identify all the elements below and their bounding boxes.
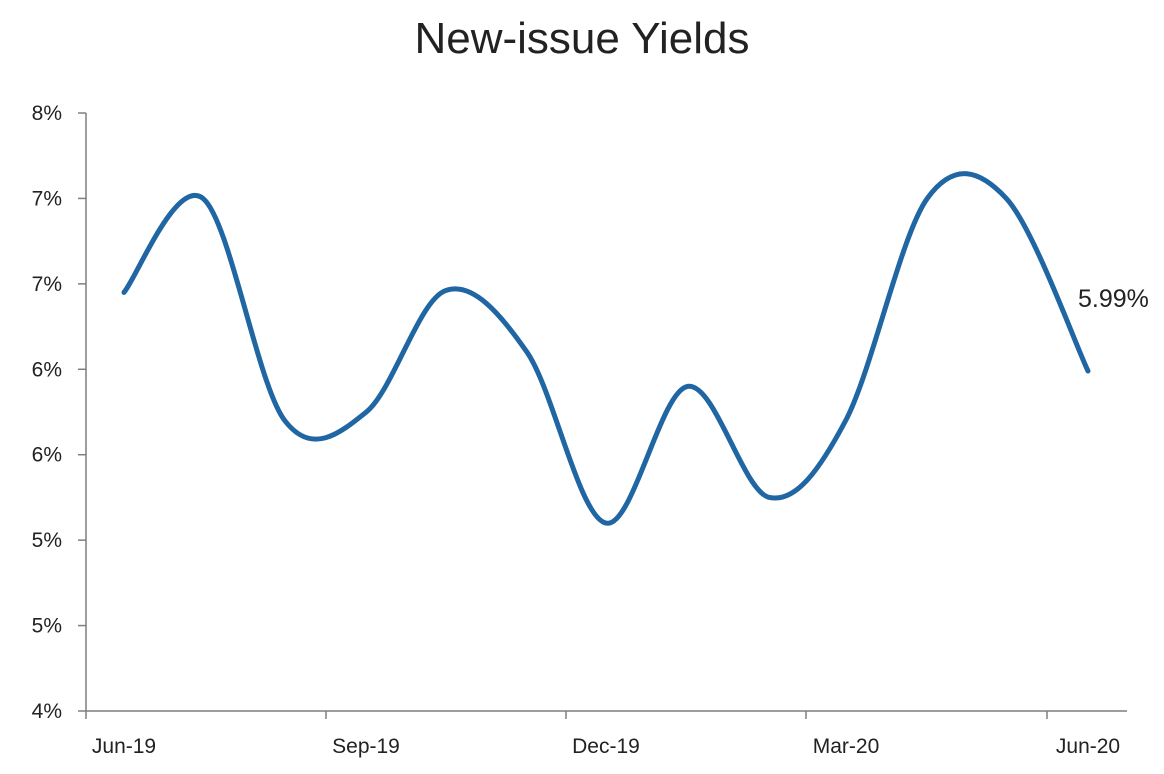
end-value-label: 5.99% <box>1078 285 1149 313</box>
x-tick-label: Sep-19 <box>332 735 400 758</box>
y-tick-label: 6% <box>32 444 62 467</box>
chart-title: New-issue Yields <box>414 14 750 63</box>
y-tick-label: 7% <box>32 273 62 296</box>
data-labels: 5.99% <box>1078 285 1149 313</box>
x-tick-label: Jun-20 <box>1056 735 1120 758</box>
y-tick-label: 7% <box>32 187 62 210</box>
tick-labels: 4% 5% 5% 6% 6% 7% 7% 8% Jun-19 Sep-19 Dec-19 Mar-20… <box>32 102 1120 758</box>
axes <box>78 112 1127 719</box>
y-tick-label: 8% <box>32 102 62 125</box>
series-lines <box>121 171 1091 526</box>
y-tick-label: 5% <box>32 615 62 638</box>
y-tick-label: 6% <box>32 358 62 381</box>
series-line-yields <box>121 171 1091 526</box>
y-tick-label: 5% <box>32 529 62 552</box>
x-tick-label: Jun-19 <box>92 735 156 758</box>
x-tick-label: Dec-19 <box>572 735 640 758</box>
y-tick-label: 4% <box>32 700 62 723</box>
x-tick-label: Mar-20 <box>813 735 880 758</box>
